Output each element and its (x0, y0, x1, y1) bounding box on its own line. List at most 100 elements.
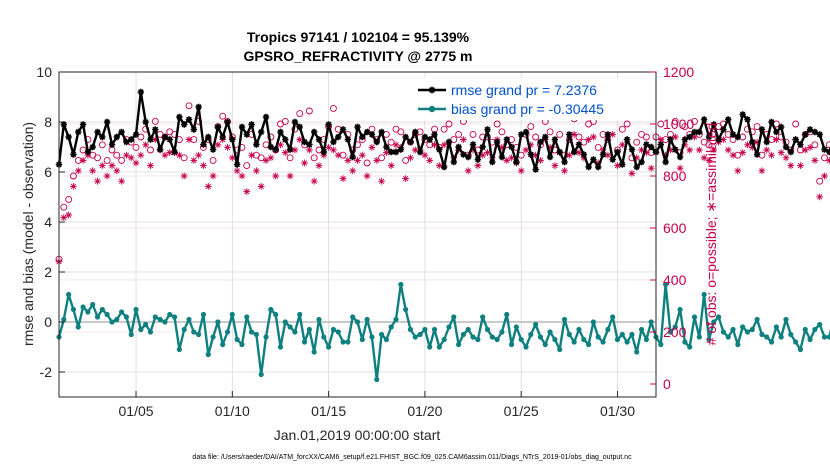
obs-assimilated-marker (243, 188, 251, 195)
rmse-point (623, 136, 631, 143)
bias-point (614, 336, 621, 343)
obs-assimilated-marker (79, 157, 87, 164)
bias-point (547, 329, 553, 335)
rmse-point (739, 111, 746, 118)
obs-possible-marker (671, 117, 679, 125)
obs-assimilated-marker (344, 157, 352, 164)
obs-assimilated-marker (614, 162, 621, 169)
bias-point (740, 324, 746, 330)
rmse-point (580, 151, 587, 158)
left-axis: -2 0 2 4 6 8 10 (36, 64, 65, 380)
bias-point (114, 316, 120, 323)
bias-point (788, 331, 794, 338)
obs-assimilated-marker (811, 157, 819, 164)
obs-assimilated-marker (262, 157, 270, 164)
obs-assimilated-marker (469, 146, 477, 154)
bias-point (605, 326, 611, 333)
obs-assimilated-marker (407, 154, 414, 162)
bias-point (143, 321, 149, 328)
rmse-point (643, 141, 650, 148)
rmse-point (561, 158, 568, 166)
rmse-point (729, 131, 737, 138)
obs-assimilated-marker (214, 141, 222, 149)
obs-possible-marker (310, 154, 318, 162)
rmse-point (209, 146, 217, 153)
rmse-point (282, 136, 289, 143)
bias-point (234, 336, 240, 343)
obs-assimilated-marker (440, 141, 448, 149)
bias-point (61, 316, 67, 323)
obs-possible-marker (575, 133, 583, 141)
obs-assimilated-marker (228, 154, 236, 162)
rmse-point (725, 116, 732, 123)
bias-point (480, 314, 486, 320)
rmse-point (474, 156, 482, 163)
bias-point (80, 304, 86, 310)
obs-assimilated-marker (108, 162, 116, 169)
y-tick-label: 6 (44, 164, 52, 180)
obs-assimilated-marker (431, 141, 438, 149)
obs-assimilated-marker (306, 146, 313, 154)
obs-assimilated-marker (561, 167, 568, 175)
bias-point (802, 326, 808, 333)
bias-point (436, 344, 442, 350)
rmse-point (301, 138, 308, 146)
rmse-point (720, 126, 727, 133)
y-tick-label: -2 (40, 364, 53, 380)
bias-point (287, 324, 293, 330)
obs-possible-marker (816, 177, 824, 185)
right-axis: 0 200 400 600 800 1000 1200 (650, 64, 694, 392)
rmse-point (604, 131, 612, 138)
obs-assimilated-marker (127, 154, 135, 162)
obs-possible-marker (118, 156, 126, 164)
obs-assimilated-marker (753, 138, 761, 146)
y-tick-label: 0 (44, 314, 52, 330)
bias-point (706, 336, 712, 343)
rmse-point (60, 121, 67, 128)
obs-possible-marker (108, 146, 116, 154)
obs-assimilated-marker (565, 151, 573, 159)
x-tick-label: 01/30 (600, 403, 635, 419)
rmse-point (354, 123, 361, 131)
y-right-tick-label: 600 (663, 220, 687, 236)
obs-assimilated-marker (575, 149, 583, 156)
rmse-point (137, 88, 144, 96)
obs-assimilated-marker (98, 162, 106, 169)
bias-point (773, 324, 779, 330)
obs-possible-marker (811, 141, 819, 149)
y-right-tick-label: 400 (663, 272, 687, 288)
rmse-point (359, 133, 366, 141)
obs-possible-marker (132, 143, 140, 151)
rmse-point (498, 153, 506, 161)
rmse-point (816, 131, 823, 138)
chart-title: Tropics 97141 / 102104 = 95.139% (247, 29, 470, 45)
bias-point (663, 281, 669, 288)
rmse-point (339, 126, 347, 133)
obs-assimilated-marker (334, 151, 342, 159)
obs-possible-marker (185, 102, 193, 110)
obs-assimilated-marker (74, 167, 82, 175)
obs-assimilated-marker (185, 136, 193, 143)
bias-point (441, 336, 447, 343)
bias-point (634, 349, 640, 355)
y-tick-label: 2 (44, 264, 52, 280)
bias-point (571, 339, 577, 345)
obs-assimilated-marker (676, 164, 684, 172)
bias-point (764, 334, 770, 340)
obs-possible-marker (387, 138, 395, 146)
rmse-point (79, 121, 87, 128)
obs-assimilated-marker (570, 131, 578, 138)
bias-point (672, 324, 678, 330)
obs-assimilated-marker (806, 144, 814, 151)
rmse-point (595, 163, 602, 171)
bias-point (229, 311, 235, 318)
line-layer (55, 88, 830, 383)
rmse-point (758, 126, 766, 133)
obs-assimilated-marker (238, 172, 246, 180)
obs-assimilated-marker (537, 157, 544, 164)
obs-assimilated-marker (801, 146, 809, 154)
obs-assimilated-marker (296, 136, 304, 143)
bias-point (691, 314, 698, 320)
bias-point (340, 339, 346, 345)
